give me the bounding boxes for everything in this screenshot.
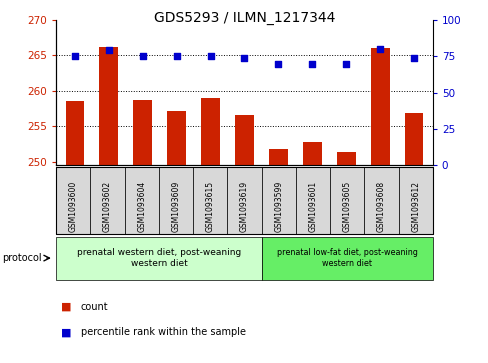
Point bbox=[375, 46, 383, 52]
Text: protocol: protocol bbox=[2, 253, 42, 263]
Text: percentile rank within the sample: percentile rank within the sample bbox=[81, 327, 245, 337]
Point bbox=[409, 55, 417, 61]
Point bbox=[71, 53, 79, 59]
Bar bbox=[370, 48, 389, 165]
Text: GSM1093615: GSM1093615 bbox=[205, 181, 214, 232]
Point bbox=[342, 61, 349, 66]
Bar bbox=[235, 115, 253, 165]
Bar bbox=[99, 47, 118, 165]
Point bbox=[308, 61, 316, 66]
Text: GSM1093608: GSM1093608 bbox=[376, 181, 385, 232]
Text: count: count bbox=[81, 302, 108, 312]
Point bbox=[206, 53, 214, 59]
Bar bbox=[268, 149, 287, 165]
Point bbox=[172, 53, 180, 59]
Bar bbox=[404, 114, 423, 165]
Text: GSM1093612: GSM1093612 bbox=[410, 182, 419, 232]
Bar bbox=[167, 111, 185, 165]
Text: GSM1093599: GSM1093599 bbox=[274, 181, 283, 232]
Text: GSM1093609: GSM1093609 bbox=[171, 181, 180, 232]
Bar bbox=[201, 98, 220, 165]
Point bbox=[240, 55, 248, 61]
Bar bbox=[65, 101, 84, 165]
Bar bbox=[303, 142, 321, 165]
Text: GSM1093602: GSM1093602 bbox=[103, 181, 112, 232]
Text: GSM1093601: GSM1093601 bbox=[308, 181, 317, 232]
Text: GDS5293 / ILMN_1217344: GDS5293 / ILMN_1217344 bbox=[154, 11, 334, 25]
Point bbox=[139, 53, 146, 59]
Text: GSM1093600: GSM1093600 bbox=[69, 181, 78, 232]
Text: GSM1093605: GSM1093605 bbox=[342, 181, 351, 232]
Bar bbox=[133, 100, 152, 165]
Point bbox=[274, 61, 282, 66]
Text: GSM1093604: GSM1093604 bbox=[137, 181, 146, 232]
Bar bbox=[336, 152, 355, 165]
Text: ■: ■ bbox=[61, 327, 71, 337]
Text: prenatal western diet, post-weaning
western diet: prenatal western diet, post-weaning west… bbox=[77, 248, 241, 268]
Text: prenatal low-fat diet, post-weaning
western diet: prenatal low-fat diet, post-weaning west… bbox=[276, 248, 417, 268]
Text: ■: ■ bbox=[61, 302, 71, 312]
Text: GSM1093619: GSM1093619 bbox=[240, 181, 248, 232]
Point bbox=[105, 48, 113, 53]
